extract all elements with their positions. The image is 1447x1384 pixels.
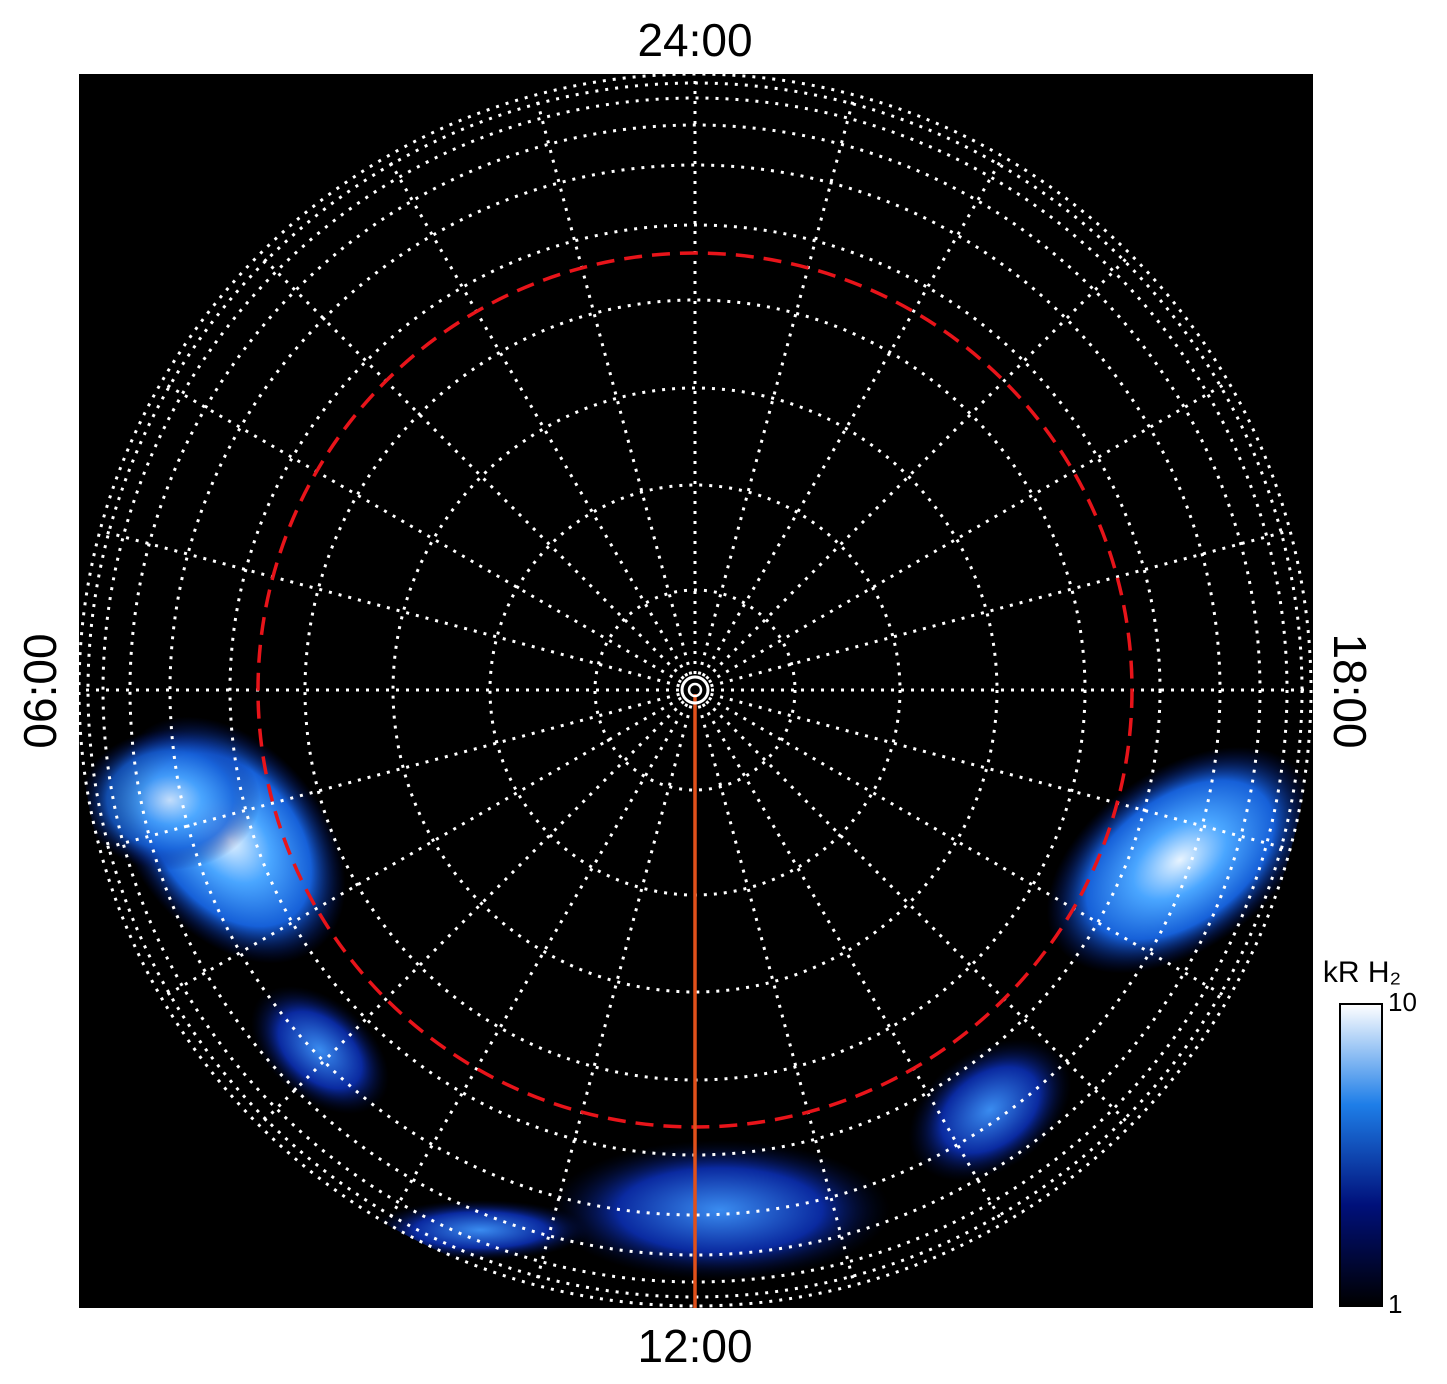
meridian <box>701 155 1005 677</box>
pre-noon-emission <box>250 985 390 1115</box>
latitude-circle <box>168 163 1222 1217</box>
meridian <box>258 253 685 680</box>
dawn-emission <box>80 730 260 870</box>
meridian <box>534 705 693 1286</box>
lt-label: 12:00 <box>637 1320 752 1372</box>
meridian <box>385 155 689 677</box>
meridian <box>697 705 856 1286</box>
meridian <box>708 380 1230 684</box>
dusk-emission <box>1046 746 1312 974</box>
lt-label: 24:00 <box>637 14 752 66</box>
meridian <box>710 529 1291 688</box>
colorbar-tick-label: 10 <box>1388 987 1417 1017</box>
meridian <box>710 692 1291 851</box>
colorbar: 1 10 <box>1339 987 1417 1319</box>
graticule <box>77 72 1313 1308</box>
colorbar-label: kR H₂ <box>1323 956 1401 989</box>
colorbar-tick-label: 1 <box>1388 1289 1402 1319</box>
meridian <box>708 696 1230 1000</box>
meridian <box>701 703 1005 1225</box>
latitude-circle <box>77 72 1313 1308</box>
latitude-circle <box>128 123 1262 1257</box>
pole-marker <box>680 675 710 705</box>
lt-label: 18:00 <box>1324 633 1376 748</box>
latitude-circle <box>101 96 1289 1284</box>
meridian <box>99 692 680 851</box>
meridian <box>160 380 682 684</box>
pole-marker <box>687 682 703 698</box>
latitude-circle <box>593 588 797 792</box>
noon-emission <box>550 1140 890 1280</box>
meridian <box>697 94 856 675</box>
meridian <box>534 94 693 675</box>
colorbar-fill <box>1339 1003 1383 1307</box>
lt-label: 06:00 <box>14 633 66 748</box>
post-noon-emission <box>908 1038 1072 1182</box>
meridian <box>705 253 1132 680</box>
meridian <box>99 529 680 688</box>
meridian <box>385 703 689 1225</box>
meridian <box>258 700 685 1127</box>
meridian <box>160 696 682 1000</box>
meridian <box>705 700 1132 1127</box>
aurora-emission <box>80 716 1312 1280</box>
latitude-circle <box>391 386 999 994</box>
